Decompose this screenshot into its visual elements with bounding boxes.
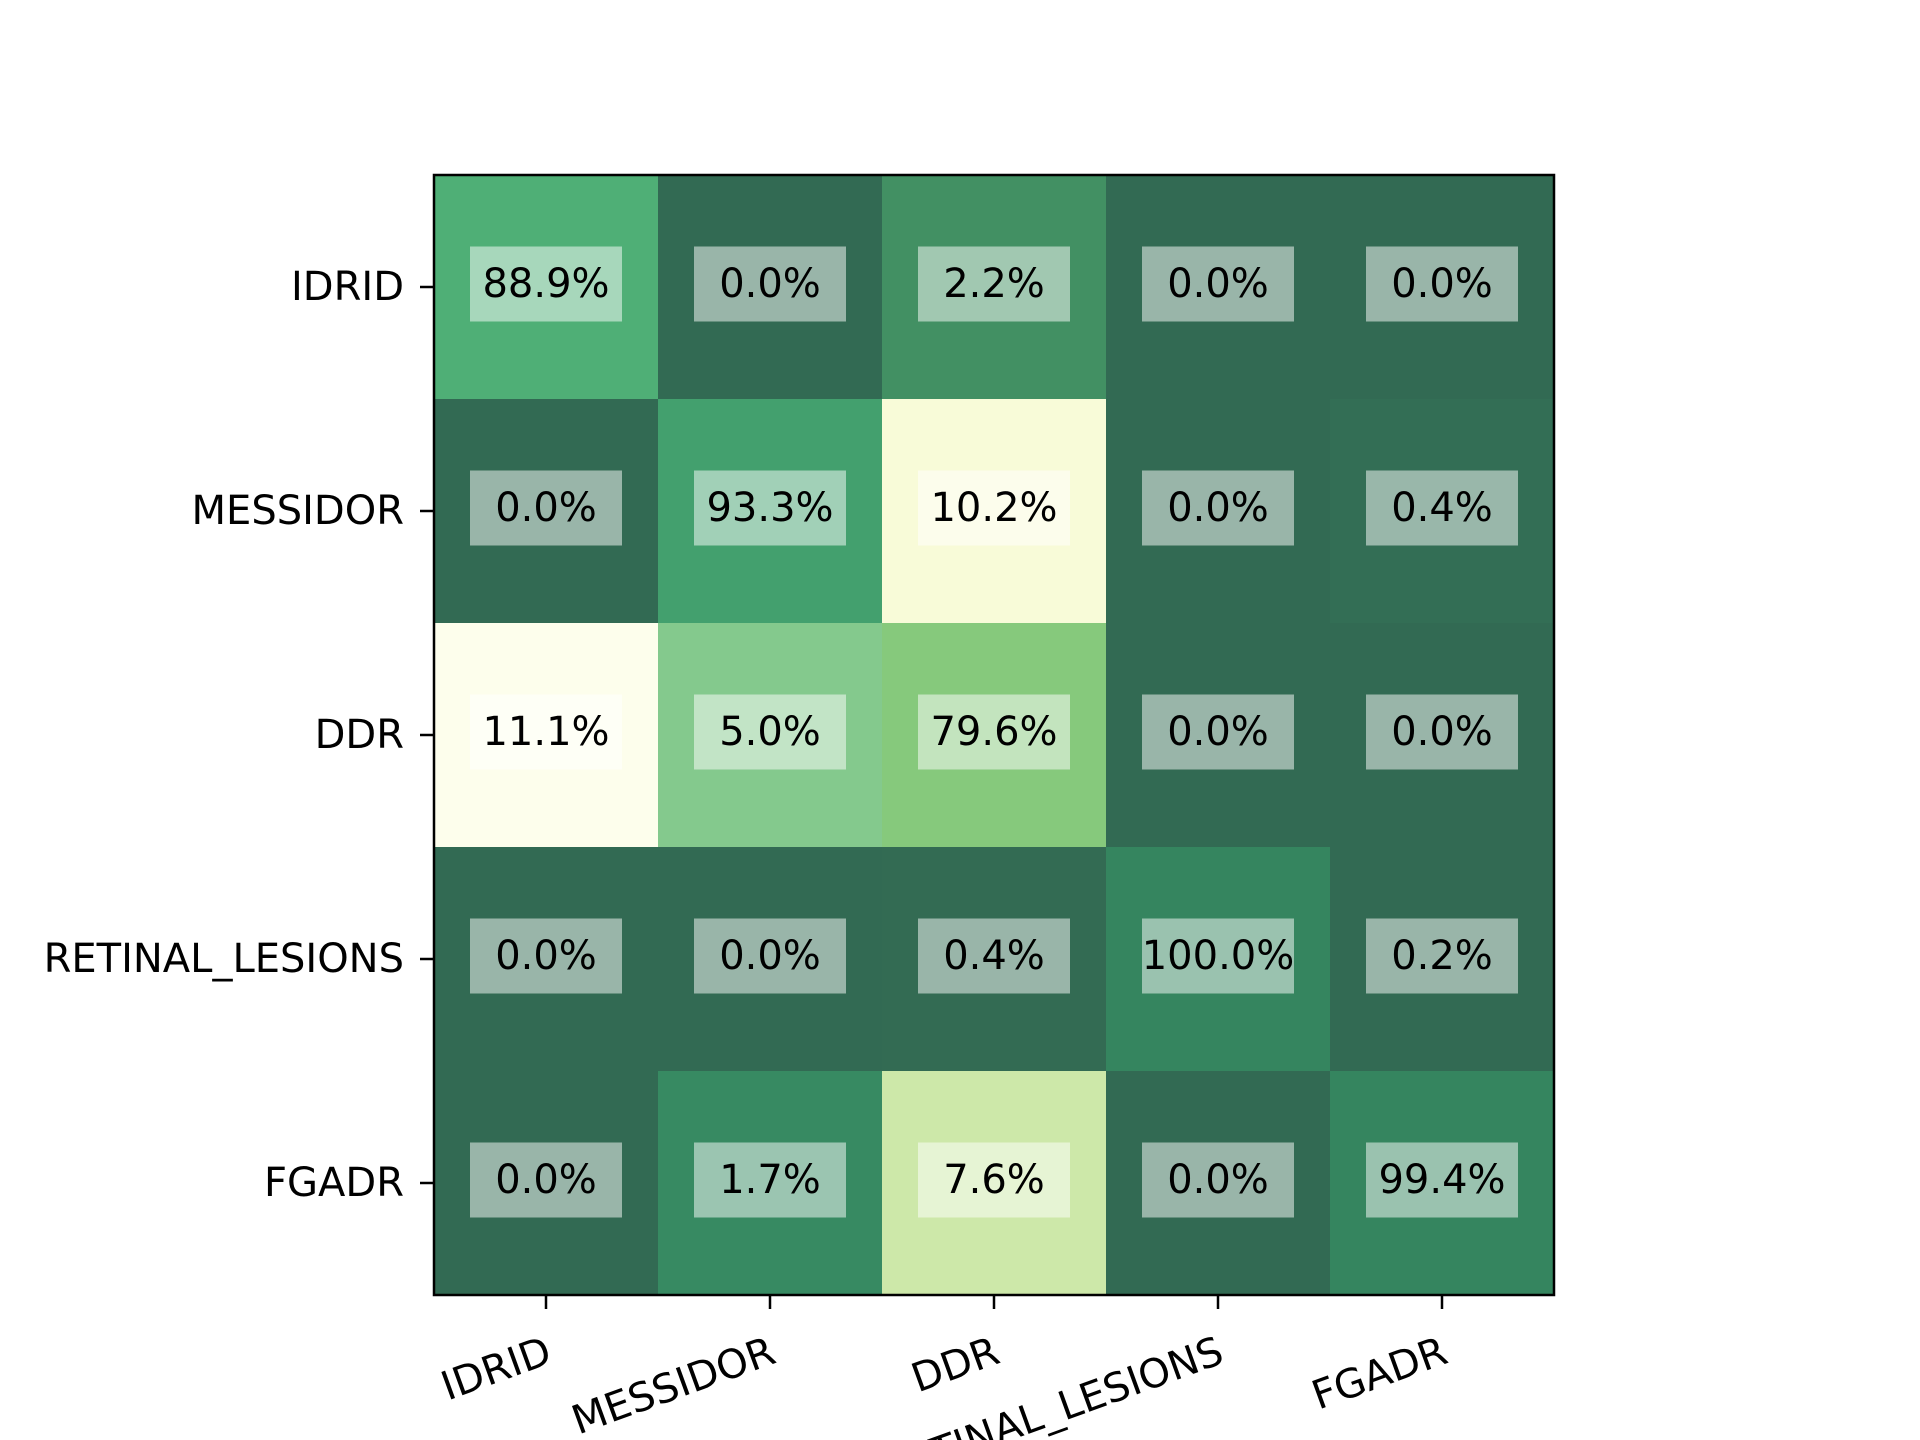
cell-label-background-3-0	[470, 918, 622, 994]
y-tick-label-1: MESSIDOR	[192, 488, 404, 534]
x-tick-label-0: IDRID	[435, 1328, 557, 1410]
cell-label-background-3-2	[918, 918, 1070, 994]
cell-label-background-2-4	[1366, 694, 1518, 770]
cell-label-background-2-3	[1142, 694, 1294, 770]
cell-label-2-4: 0.0%	[1391, 709, 1493, 755]
cell-label-4-0: 0.0%	[495, 1157, 597, 1203]
cell-label-background-1-4	[1366, 470, 1518, 546]
cell-label-3-0: 0.0%	[495, 933, 597, 979]
cell-label-background-1-1	[694, 470, 846, 546]
x-tick-label-4: FGADR	[1306, 1328, 1453, 1419]
cell-label-background-0-2	[918, 246, 1070, 322]
cell-label-0-0: 88.9%	[482, 261, 609, 307]
cell-label-1-0: 0.0%	[495, 485, 597, 531]
cell-label-0-3: 0.0%	[1167, 261, 1269, 307]
cell-label-4-2: 7.6%	[943, 1157, 1045, 1203]
cell-label-1-2: 10.2%	[930, 485, 1057, 531]
cell-label-4-1: 1.7%	[719, 1157, 821, 1203]
cell-annotations: 88.9% 0.0% 2.2% 0.0% 0.0% 0.0% 93.3% 10.2% 0.0% 0…	[470, 246, 1518, 1218]
cell-label-3-4: 0.2%	[1391, 933, 1493, 979]
cell-label-0-2: 2.2%	[943, 261, 1045, 307]
cell-label-0-1: 0.0%	[719, 261, 821, 307]
cell-label-background-4-2	[918, 1142, 1070, 1218]
cell-label-2-3: 0.0%	[1167, 709, 1269, 755]
cell-label-background-2-2	[918, 694, 1070, 770]
y-tick-label-2: DDR	[315, 712, 404, 758]
cell-label-3-3: 100.0%	[1142, 933, 1295, 979]
cell-label-background-4-0	[470, 1142, 622, 1218]
cell-label-4-3: 0.0%	[1167, 1157, 1269, 1203]
cell-label-background-1-2	[918, 470, 1070, 546]
cell-label-2-2: 79.6%	[930, 709, 1057, 755]
cell-label-1-3: 0.0%	[1167, 485, 1269, 531]
cell-label-0-4: 0.0%	[1391, 261, 1493, 307]
cell-label-background-0-4	[1366, 246, 1518, 322]
cell-label-background-0-3	[1142, 246, 1294, 322]
cell-label-2-1: 5.0%	[719, 709, 821, 755]
x-tick-label-1: MESSIDOR	[566, 1328, 781, 1440]
cell-label-background-0-1	[694, 246, 846, 322]
cell-label-background-2-1	[694, 694, 846, 770]
cell-label-2-0: 11.1%	[482, 709, 609, 755]
cell-label-background-0-0	[470, 246, 622, 322]
cell-label-1-4: 0.4%	[1391, 485, 1493, 531]
cell-label-background-4-3	[1142, 1142, 1294, 1218]
cell-label-background-1-0	[470, 470, 622, 546]
x-tick-label-2: DDR	[906, 1328, 1006, 1402]
cell-label-1-1: 93.3%	[706, 485, 833, 531]
y-tick-label-0: IDRID	[291, 264, 404, 310]
cell-label-background-3-4	[1366, 918, 1518, 994]
cell-label-background-4-1	[694, 1142, 846, 1218]
cell-label-background-3-1	[694, 918, 846, 994]
cell-label-3-2: 0.4%	[943, 933, 1045, 979]
cell-label-background-1-3	[1142, 470, 1294, 546]
cell-label-3-1: 0.0%	[719, 933, 821, 979]
y-tick-label-4: FGADR	[264, 1160, 404, 1206]
y-tick-label-3: RETINAL_LESIONS	[44, 936, 404, 982]
cell-label-background-3-3	[1142, 918, 1294, 994]
cell-label-background-4-4	[1366, 1142, 1518, 1218]
cell-label-4-4: 99.4%	[1378, 1157, 1505, 1203]
cell-label-background-2-0	[470, 694, 622, 770]
